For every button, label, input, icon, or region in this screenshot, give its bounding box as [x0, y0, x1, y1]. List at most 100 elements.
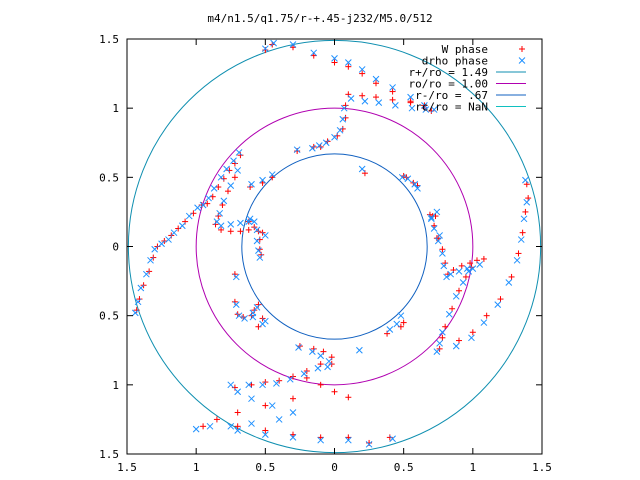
data-point-plus [219, 202, 226, 208]
data-point-plus [456, 337, 462, 344]
data-point-x [393, 320, 401, 328]
data-point-x [151, 245, 159, 253]
data-point-x [131, 309, 139, 317]
data-point-plus [200, 423, 207, 430]
data-point-plus [373, 80, 379, 87]
data-point-plus [449, 305, 456, 312]
data-point-x [255, 247, 262, 255]
data-point-x [261, 45, 269, 53]
data-point-x [227, 182, 235, 189]
data-point-x [397, 312, 405, 320]
data-point-plus [361, 170, 368, 177]
data-point-x [421, 102, 428, 109]
data-point-x [249, 309, 257, 317]
data-point-x [234, 167, 242, 174]
data-point-x [227, 221, 235, 228]
y-tick-label: 0.5 [99, 171, 119, 184]
data-point-x [268, 402, 276, 409]
data-point-x [344, 436, 352, 444]
data-point-x [324, 363, 331, 371]
data-point-x [235, 149, 243, 156]
data-point-plus [290, 44, 296, 51]
data-point-x [344, 59, 352, 66]
data-point-plus [366, 439, 373, 446]
data-point-x [439, 250, 446, 257]
data-point-plus [345, 394, 352, 401]
data-point-x [245, 381, 253, 389]
data-point-plus [328, 354, 335, 361]
data-point-x [522, 176, 529, 184]
data-point-x [372, 75, 380, 83]
data-point-plus [262, 427, 269, 434]
x-tick-label: 1.5 [532, 461, 552, 474]
data-point-x [256, 254, 264, 261]
data-point-x [427, 214, 435, 221]
data-point-x [427, 215, 435, 223]
data-point-x [192, 425, 200, 433]
data-point-x [220, 197, 228, 205]
data-point-x [289, 41, 297, 48]
data-point-x [248, 180, 255, 188]
data-point-plus [519, 229, 526, 236]
data-point-plus [450, 267, 457, 274]
data-point-plus [439, 334, 446, 341]
data-point-plus [519, 46, 525, 52]
data-point-plus [497, 296, 504, 303]
data-point-plus [515, 250, 522, 257]
data-point-x [452, 342, 460, 350]
data-point-plus [480, 255, 487, 262]
y-tick-label: 1.5 [99, 448, 119, 461]
x-tick-label: 1 [193, 461, 200, 474]
data-point-x [232, 273, 240, 281]
data-point-x [518, 57, 526, 64]
data-point-x [246, 215, 254, 223]
data-point-x [165, 236, 172, 243]
data-point-x [205, 194, 212, 202]
data-point-x [230, 157, 237, 165]
data-point-x [310, 49, 318, 57]
data-point-plus [209, 193, 216, 200]
data-point-plus [462, 273, 469, 280]
data-point-x [389, 435, 396, 443]
data-point-x [433, 208, 441, 216]
data-point-x [404, 175, 412, 183]
data-point-x [408, 104, 416, 112]
data-point-x [232, 301, 240, 308]
data-point-x [309, 144, 316, 152]
data-point-x [253, 237, 261, 245]
axis-ticks: 1.5 1 0.5 0 0.5 1 1.51.510.500.511.5 [99, 33, 552, 474]
x-tick-label: 1 [470, 461, 477, 474]
y-tick-label: 1.5 [99, 33, 119, 46]
data-point-x [422, 106, 430, 113]
data-point-plus [215, 184, 222, 191]
data-point-x [414, 185, 421, 192]
circle-2 [241, 153, 428, 340]
data-point-x [520, 215, 528, 223]
data-point-plus [345, 434, 352, 441]
data-point-x [513, 256, 521, 264]
data-point-x [494, 301, 502, 308]
legend-label: drho phase [422, 55, 488, 68]
data-point-plus [303, 374, 310, 381]
data-point-x [300, 370, 308, 378]
data-point-x [411, 180, 419, 188]
data-point-plus [469, 329, 476, 336]
legend-label: ro/ro = 1.00 [409, 78, 488, 91]
data-point-plus [231, 174, 238, 181]
data-point-plus [525, 195, 532, 202]
data-point-plus [182, 218, 189, 225]
data-point-x [158, 240, 165, 248]
data-point-x [452, 292, 460, 300]
data-point-x [468, 334, 475, 342]
data-point-plus [320, 348, 327, 355]
data-point-plus [483, 312, 490, 319]
data-point-plus [317, 361, 324, 368]
data-point-plus [331, 388, 338, 395]
data-point-x [365, 440, 373, 448]
data-point-plus [259, 179, 266, 186]
data-point-x [216, 209, 224, 217]
data-point-x [237, 219, 244, 227]
data-point-plus [213, 416, 220, 423]
